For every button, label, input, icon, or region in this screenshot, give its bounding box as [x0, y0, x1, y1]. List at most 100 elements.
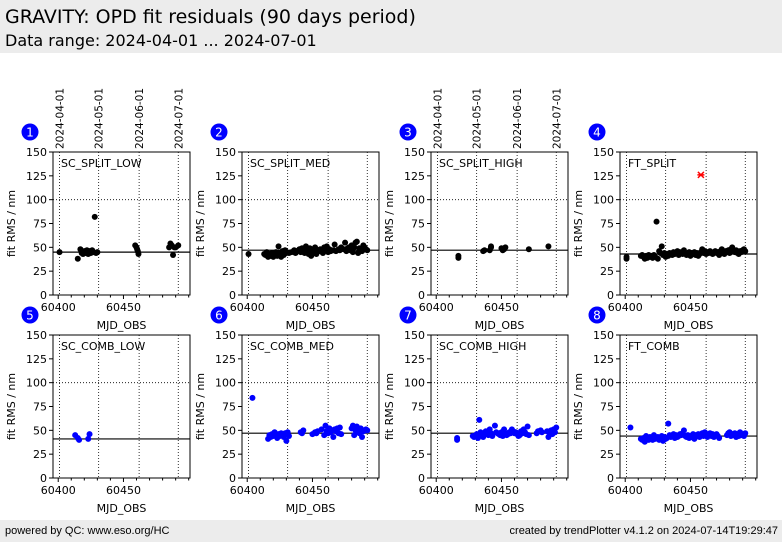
- y-tick-label: 0: [607, 472, 614, 485]
- data-point: [170, 251, 177, 258]
- x-tick-label: 60400: [230, 484, 265, 497]
- footer-powered-by: powered by QC: www.eso.org/HC: [5, 525, 170, 537]
- panel-title: SC_SPLIT_MED: [250, 157, 330, 170]
- x-tick-label: 60450: [484, 484, 519, 497]
- y-tick-label: 150: [215, 329, 236, 342]
- x-axis-label: MJD_OBS: [286, 502, 336, 515]
- x-axis-label: MJD_OBS: [475, 502, 525, 515]
- x-tick-label: 60450: [106, 484, 141, 497]
- data-point: [249, 394, 256, 401]
- x-tick-label: 60400: [608, 301, 643, 314]
- x-tick-label: 60450: [673, 484, 708, 497]
- footer-bar: powered by QC: www.eso.org/HC created by…: [0, 520, 782, 542]
- y-tick-label: 150: [26, 329, 47, 342]
- data-point: [330, 434, 337, 441]
- x-tick-label: 60450: [484, 301, 519, 314]
- header-bar: GRAVITY: OPD fit residuals (90 days peri…: [0, 0, 782, 53]
- plot-area: [53, 335, 190, 478]
- y-tick-label: 100: [215, 194, 236, 207]
- y-tick-label: 0: [40, 472, 47, 485]
- data-point: [491, 422, 498, 429]
- data-point: [353, 238, 360, 245]
- y-tick-label: 150: [26, 146, 47, 159]
- y-tick-label: 50: [600, 424, 614, 437]
- panel-title: FT_COMB: [628, 340, 680, 353]
- y-tick-label: 50: [411, 424, 425, 437]
- y-tick-label: 50: [222, 424, 236, 437]
- data-point: [502, 244, 509, 251]
- x-axis-label: MJD_OBS: [475, 319, 525, 332]
- y-tick-label: 50: [600, 241, 614, 254]
- data-point: [525, 246, 532, 253]
- data-point: [74, 255, 81, 262]
- panel-1: 2024-04-01 2024-05-01 2024-06-01 2024-07-01…: [5, 88, 191, 332]
- plot-area: [242, 335, 379, 478]
- panel-title: SC_COMB_MED: [250, 340, 334, 353]
- panel-number: 6: [215, 309, 223, 323]
- data-point: [86, 431, 93, 438]
- data-point: [342, 239, 349, 246]
- y-tick-label: 125: [593, 170, 614, 183]
- data-point: [318, 426, 325, 433]
- y-tick-label: 25: [33, 265, 47, 278]
- y-tick-label: 75: [411, 218, 425, 231]
- plot-area: [431, 152, 568, 295]
- y-tick-label: 75: [222, 401, 236, 414]
- y-tick-label: 150: [404, 329, 425, 342]
- y-tick-label: 125: [215, 170, 236, 183]
- data-point: [488, 243, 495, 250]
- data-point: [716, 434, 723, 441]
- y-tick-label: 100: [404, 377, 425, 390]
- panel-number-badge: [21, 306, 39, 324]
- date-label: 2024-05-01: [472, 88, 484, 149]
- date-label: 2024-06-01: [134, 88, 146, 149]
- panel-number: 5: [26, 309, 34, 323]
- y-tick-label: 125: [26, 353, 47, 366]
- data-point: [336, 424, 343, 431]
- data-point: [351, 244, 358, 251]
- y-axis-label: fit RMS / nm: [194, 190, 207, 257]
- data-point: [275, 243, 282, 250]
- data-point: [553, 424, 560, 431]
- data-point: [742, 248, 749, 255]
- data-point: [359, 434, 366, 441]
- y-tick-label: 25: [222, 265, 236, 278]
- panel-6: SC_COMB_MED 0 25 50 75 100 125 150 60400 60450 MJD…: [194, 306, 380, 515]
- x-tick-label: 60400: [230, 301, 265, 314]
- panel-5: SC_COMB_LOW 0 25 50 75 100 125 150 60400 60450 MJD…: [5, 306, 191, 515]
- data-point: [489, 433, 496, 440]
- data-point: [175, 242, 182, 249]
- x-axis-label: MJD_OBS: [286, 319, 336, 332]
- y-tick-label: 125: [404, 170, 425, 183]
- x-axis-label: MJD_OBS: [97, 319, 147, 332]
- panel-number-badge: [210, 123, 228, 141]
- data-point: [76, 436, 83, 443]
- outlier-point: [697, 171, 705, 179]
- x-tick-label: 60450: [295, 301, 330, 314]
- panel-2: SC_SPLIT_MED 0 25 50 75 100 125 150 60400 60450 MJ…: [194, 123, 380, 332]
- panel-3: 2024-04-01 2024-05-01 2024-06-01 2024-07-01…: [383, 88, 569, 332]
- panel-title: SC_SPLIT_HIGH: [439, 157, 523, 170]
- date-label: 2024-04-01: [55, 88, 67, 149]
- y-tick-label: 100: [593, 377, 614, 390]
- y-axis-label: fit RMS / nm: [194, 373, 207, 440]
- plot-area: [431, 335, 568, 478]
- panel-number: 7: [404, 309, 412, 323]
- plot-area: [620, 335, 757, 478]
- y-tick-label: 75: [600, 401, 614, 414]
- panel-number-badge: [21, 123, 39, 141]
- data-point: [623, 255, 630, 262]
- data-point: [56, 249, 63, 256]
- y-tick-label: 125: [404, 353, 425, 366]
- y-tick-label: 125: [215, 353, 236, 366]
- x-tick-label: 60450: [673, 301, 708, 314]
- data-point: [551, 429, 558, 436]
- y-tick-label: 50: [33, 241, 47, 254]
- x-tick-label: 60400: [41, 484, 76, 497]
- y-tick-label: 0: [40, 289, 47, 302]
- data-point: [349, 249, 356, 256]
- date-label: 2024-07-01: [551, 88, 563, 149]
- data-point: [481, 247, 488, 254]
- y-tick-label: 150: [404, 146, 425, 159]
